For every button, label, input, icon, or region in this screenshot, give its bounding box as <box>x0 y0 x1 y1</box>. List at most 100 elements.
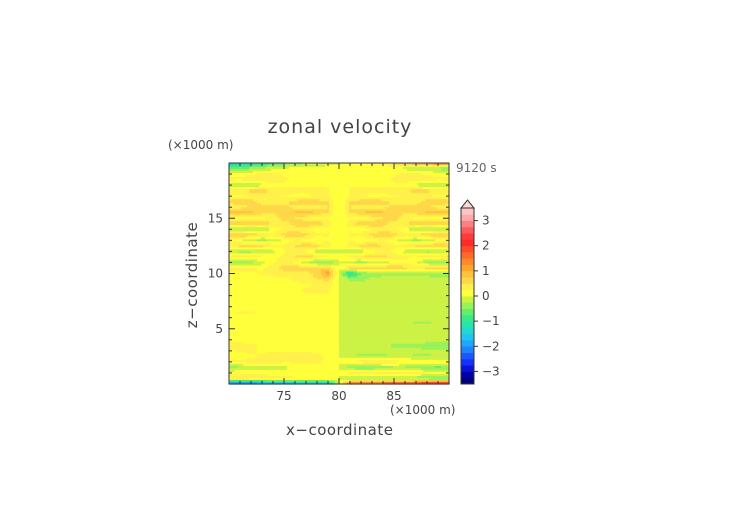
contour-cell <box>341 169 344 172</box>
contour-cell <box>415 187 418 190</box>
contour-cell <box>229 231 232 234</box>
contour-cell <box>263 201 266 204</box>
contour-cell <box>325 181 328 184</box>
contour-cell <box>443 193 446 196</box>
contour-cell <box>397 167 400 170</box>
contour-cell <box>337 177 340 180</box>
contour-cell <box>275 197 278 200</box>
contour-cell <box>335 205 338 208</box>
contour-cell <box>281 169 284 172</box>
contour-cell <box>399 243 402 246</box>
contour-cell <box>235 179 238 182</box>
contour-cell <box>289 235 292 238</box>
contour-cell <box>273 171 276 174</box>
contour-cell <box>367 243 370 246</box>
contour-cell <box>337 179 340 182</box>
contour-cell <box>429 249 432 252</box>
contour-cell <box>333 219 336 222</box>
contour-cell <box>241 233 244 236</box>
contour-cell <box>261 235 264 238</box>
contour-cell <box>311 227 314 230</box>
contour-cell <box>387 219 390 222</box>
contour-cell <box>357 171 360 174</box>
contour-cell <box>239 193 242 196</box>
contour-cell <box>339 171 342 174</box>
contour-cell <box>255 217 258 220</box>
contour-cell <box>369 227 372 230</box>
contour-cell <box>325 191 328 194</box>
contour-cell <box>261 229 264 232</box>
contour-cell <box>337 175 340 178</box>
contour-cell <box>397 227 400 230</box>
contour-cell <box>249 229 252 232</box>
contour-cell <box>415 231 418 234</box>
contour-cell <box>441 171 444 174</box>
contour-cell <box>293 203 296 206</box>
contour-cell <box>335 213 338 216</box>
contour-cell <box>233 203 236 206</box>
contour-cell <box>435 171 438 174</box>
contour-cell <box>393 169 396 172</box>
contour-cell <box>359 193 362 196</box>
contour-cell <box>327 181 330 184</box>
contour-cell <box>279 165 282 168</box>
contour-cell <box>303 251 306 255</box>
contour-cell <box>363 197 366 200</box>
contour-cell <box>345 189 348 192</box>
contour-cell <box>341 177 344 180</box>
contour-cell <box>311 249 314 252</box>
contour-cell <box>269 183 272 186</box>
contour-cell <box>331 249 334 252</box>
contour-cell <box>399 231 402 234</box>
contour-cell <box>279 189 282 192</box>
contour-cell <box>265 249 268 252</box>
contour-cell <box>423 181 426 184</box>
contour-cell <box>297 187 300 190</box>
contour-cell <box>385 209 388 212</box>
contour-cell <box>339 219 342 222</box>
contour-cell <box>361 235 364 238</box>
contour-cell <box>299 179 302 182</box>
contour-cell <box>371 221 374 224</box>
contour-cell <box>371 239 374 242</box>
contour-cell <box>295 213 298 216</box>
contour-cell <box>305 229 308 232</box>
contour-cell <box>265 209 268 212</box>
contour-cell <box>357 217 360 220</box>
contour-cell <box>235 189 238 192</box>
contour-cell <box>341 201 344 204</box>
contour-cell <box>323 187 326 190</box>
contour-cell <box>293 207 296 210</box>
contour-cell <box>293 225 296 228</box>
contour-cell <box>421 229 424 232</box>
contour-cell <box>425 247 428 250</box>
contour-cell <box>263 163 266 166</box>
contour-cell <box>419 249 422 252</box>
contour-cell <box>321 233 324 236</box>
contour-cell <box>431 235 434 238</box>
contour-cell <box>245 179 248 182</box>
contour-cell <box>421 177 424 180</box>
contour-cell <box>347 179 350 182</box>
contour-cell <box>269 249 272 252</box>
contour-cell <box>369 229 372 232</box>
contour-cell <box>253 235 256 238</box>
contour-cell <box>237 221 240 224</box>
contour-cell <box>433 179 436 182</box>
contour-cell <box>323 217 326 220</box>
contour-cell <box>269 239 272 242</box>
contour-cell <box>297 229 300 232</box>
contour-cell <box>349 171 352 174</box>
contour-cell <box>251 181 254 184</box>
contour-cell <box>287 211 290 214</box>
contour-cell <box>281 187 284 190</box>
contour-cell <box>447 205 450 208</box>
contour-cell <box>269 199 272 202</box>
contour-cell <box>277 165 280 168</box>
contour-cell <box>235 247 238 250</box>
contour-cell <box>237 185 240 188</box>
contour-cell <box>429 199 432 202</box>
contour-cell <box>297 197 300 200</box>
contour-cell <box>405 181 408 184</box>
contour-cell <box>377 209 380 212</box>
